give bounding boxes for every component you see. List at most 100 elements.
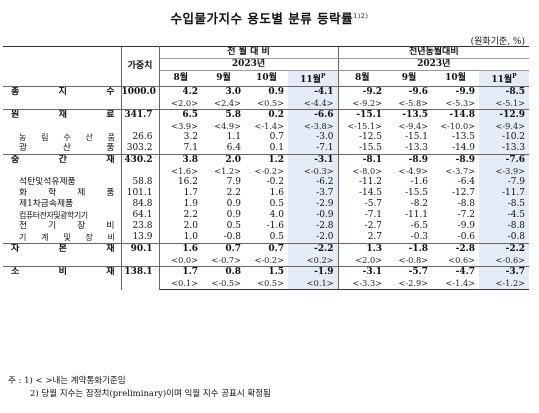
row-weight: 303.2: [120, 143, 160, 155]
row-label: 중 간 재: [3, 154, 121, 177]
yoy-value: -8.5: [479, 199, 530, 210]
yoy-value: -12.9: [479, 109, 530, 121]
table-row: 자 본 재 90.1 1.6 0.7 0.7 -2.2 1.3 -1.8 -2.8 -2.2: [3, 243, 530, 267]
yoy-value: -11.7: [479, 188, 530, 199]
yoy-value: -2.2: [479, 243, 530, 255]
mom-value: 7.9: [226, 177, 241, 187]
mom-value: -6.2: [288, 177, 339, 188]
yoy-contract-value: <-5.1>: [479, 98, 530, 110]
table-row: 총 지 수 1000.0 4.2 3.0 0.9 -4.1 -9.2 -9.6 -9.9 -8.5: [3, 86, 530, 110]
mom-value: 1.2: [245, 154, 288, 166]
mom-value: 0.9: [226, 210, 241, 220]
yoy-value: -8.8: [479, 221, 530, 232]
yoy-value: -7.1: [337, 210, 387, 221]
mom-group-header: 전 월 대 비: [159, 46, 339, 59]
mom-contract-value: <4.9>: [214, 121, 241, 131]
yoy-value: -4.5: [479, 210, 530, 221]
mom-value: 1.6: [269, 188, 284, 198]
mom-value: 1.7: [159, 266, 202, 278]
mom-value: 2.0: [202, 154, 245, 166]
yoy-value: -8.8: [457, 199, 476, 209]
mom-value: 0.9: [226, 199, 241, 209]
mom-contract-value: <-0.2>: [254, 255, 284, 265]
row-weight: 64.1: [120, 210, 160, 221]
row-label: 광 산 품: [19, 143, 115, 153]
row-weight: 58.8: [120, 177, 160, 188]
yoy-contract-value: <-2.9>: [386, 278, 433, 290]
row-label: 컴퓨터전자및광학기기: [19, 211, 88, 220]
yoy-value: -14.8: [432, 109, 480, 121]
mom-value: 3.8: [159, 154, 202, 166]
yoy-value: -8.9: [432, 154, 480, 166]
yoy-contract-value: <-3.9>: [479, 166, 530, 177]
mom-value: 1.5: [245, 266, 288, 278]
yoy-contract-value: <-0.6>: [479, 255, 530, 267]
mom-value: 3.2: [183, 132, 198, 142]
yoy-value: -12.5: [337, 132, 387, 143]
mom-contract-value: <-0.7>: [211, 255, 241, 265]
yoy-value: -9.9: [432, 86, 480, 98]
mom-value: 0.5: [269, 199, 284, 209]
footnote-1: 주 : 1) < >내는 계약통화기준임: [8, 376, 126, 386]
mom-value: 1.0: [183, 232, 198, 242]
row-weight: 101.1: [120, 188, 160, 199]
yoy-contract-value: <2.0>: [337, 255, 387, 267]
yoy-value: -5.7: [337, 199, 387, 210]
yoy-value: -10.2: [479, 132, 530, 143]
yoy-year: 2023년: [337, 58, 530, 71]
mom-value: -7.1: [288, 143, 339, 155]
mom-value: -3.1: [288, 154, 339, 166]
table-row-contract-currency: <0.0> <-0.7> <-0.2> <0.2> <2.0> <-0.8> <0.6> <-…: [3, 255, 530, 267]
row-label: 총 지 수: [3, 86, 121, 110]
table-row: 농 림 수 산 품 26.6 3.2 1.1 0.7 -3.0 -12.5 -15.1 -13.…: [3, 132, 530, 143]
yoy-contract-value: <-9.2>: [337, 98, 387, 110]
yoy-value: -9.6: [386, 86, 433, 98]
yoy-value: -2.8: [432, 243, 480, 255]
mom-value: 7.1: [183, 143, 198, 153]
month-header-mom: 11월P: [288, 70, 339, 87]
row-weight: 138.1: [120, 266, 160, 290]
yoy-value: -4.7: [432, 266, 480, 278]
yoy-value: -0.6: [457, 232, 476, 242]
yoy-value: -0.3: [410, 232, 429, 242]
price-index-table: 가중치 전 월 대 비 전년동월대비 2023년 2023년 8월 9월 10월 11…: [3, 46, 530, 290]
table-row: 중 간 재 430.2 3.8 2.0 1.2 -3.1 -8.1 -8.9 -8.9 -7.6: [3, 154, 530, 177]
yoy-contract-value: <-9.4>: [398, 121, 429, 131]
yoy-contract-value: <0.6>: [448, 255, 476, 265]
mom-value: -0.9: [288, 210, 339, 221]
mom-value: -2.9: [288, 199, 339, 210]
yoy-value: -15.1: [337, 109, 387, 121]
row-label: 농 림 수 산 품: [19, 133, 115, 142]
yoy-value: -12.7: [451, 188, 476, 198]
header-row-2: 2023년 2023년: [3, 58, 530, 71]
yoy-group-header: 전년동월대비: [337, 46, 530, 59]
mom-contract-value: <-3.8>: [288, 121, 339, 132]
table-row-contract-currency: <3.9> <4.9> <-1.4> <-3.8> <-15.1> <-9.4> <-10.…: [3, 121, 530, 132]
yoy-contract-value: <-10.0>: [440, 121, 476, 131]
yoy-value: -3.7: [479, 266, 530, 278]
month-header-yoy: 8월: [337, 70, 387, 87]
yoy-value: -15.5: [404, 188, 429, 198]
yoy-value: -9.2: [337, 86, 387, 98]
mom-contract-value: <0.5>: [257, 98, 284, 108]
table-row: 화 학 제 품 101.1 1.7 2.2 1.6 -3.7 -14.5 -15.5 -12.7…: [3, 188, 530, 199]
mom-value: -2.0: [288, 232, 339, 244]
row-weight: 1000.0: [120, 86, 160, 110]
mom-contract-value: <-0.2>: [254, 166, 284, 176]
yoy-value: -15.1: [404, 132, 429, 142]
footnote-2: 2) 당월 지수는 잠정치(preliminary)이며 익월 지수 공표시 확…: [30, 389, 271, 399]
mom-value: 5.8: [202, 109, 245, 121]
yoy-value: -7.6: [479, 154, 530, 166]
yoy-value: -0.8: [479, 232, 530, 244]
table-row: 광 산 품 303.2 7.1 6.4 0.1 -7.1 -15.5 -13.3 -14.9 -1…: [3, 143, 530, 155]
yoy-contract-value: <-9.4>: [479, 121, 530, 132]
yoy-value: -5.7: [386, 266, 433, 278]
yoy-value: 1.3: [337, 243, 387, 255]
mom-value: -3.7: [288, 188, 339, 199]
yoy-value: -8.9: [386, 154, 433, 166]
table-row: 소 비 재 138.1 1.7 0.8 1.5 -1.9 -3.1 -5.7 -4.7 -3.7: [3, 266, 530, 290]
mom-value: 0.7: [245, 243, 288, 255]
yoy-contract-value: <-15.1>: [337, 121, 387, 132]
row-label: 기 계 및 장 비: [19, 233, 115, 242]
mom-contract-value: <0.1>: [159, 278, 202, 290]
